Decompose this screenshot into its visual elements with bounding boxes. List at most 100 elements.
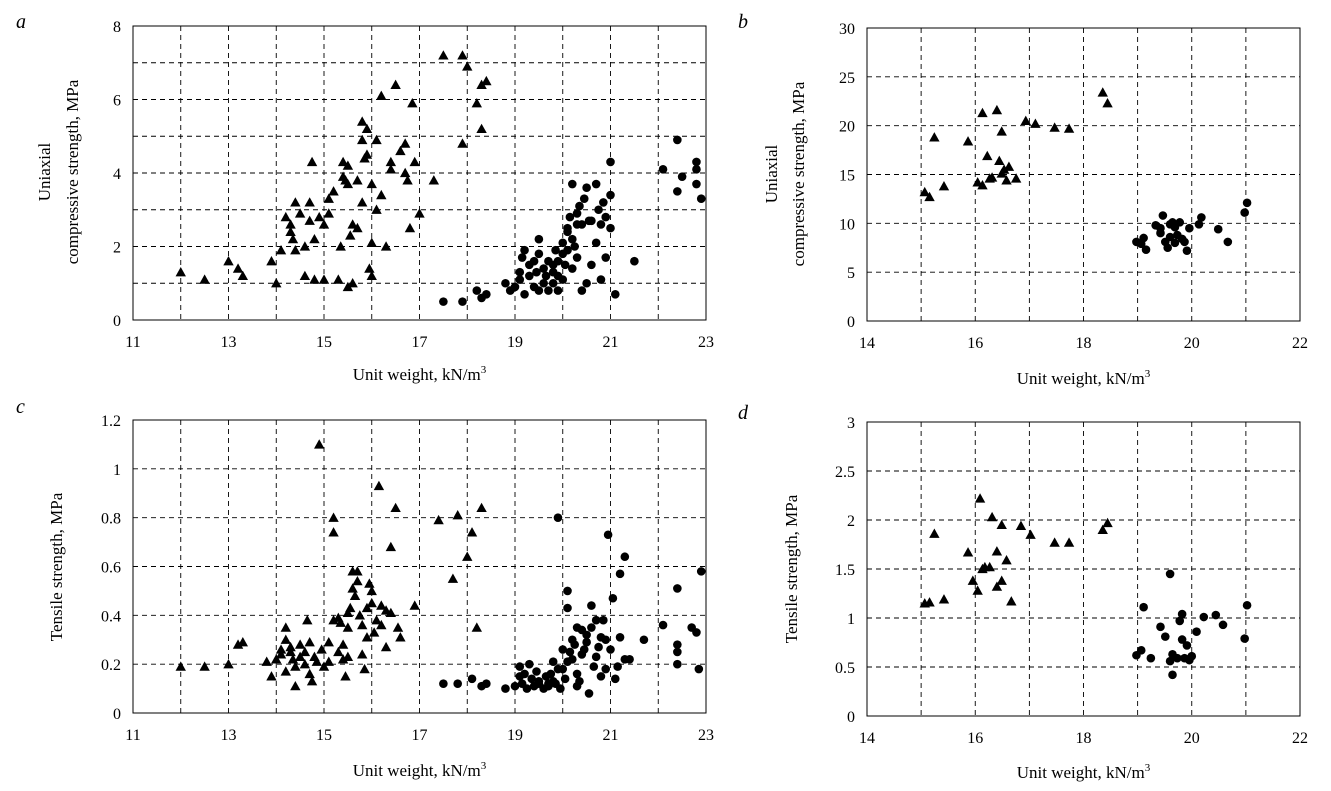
triangle-point <box>471 622 482 632</box>
y-tick-label: 3 <box>847 415 855 432</box>
circle-point <box>534 286 544 295</box>
x-tick-label: 19 <box>507 334 523 351</box>
triangle-point <box>433 514 444 525</box>
circle-point <box>1146 653 1156 663</box>
triangle-point <box>335 617 346 627</box>
panel-letter: d <box>738 402 749 424</box>
plot-frame <box>866 27 1301 322</box>
circle-point <box>1156 622 1165 632</box>
triangle-point <box>304 215 315 225</box>
circle-point <box>1211 610 1221 620</box>
panel-a: 11 13 15 17 19 21 23 0 2 4 6 8 Unit weight, kN/m3 Uni… <box>16 11 714 384</box>
triangle-point <box>357 197 368 207</box>
triangle-point <box>967 575 979 585</box>
triangle-point <box>357 649 368 659</box>
circle-point <box>1141 245 1151 255</box>
y-tick-label: 0 <box>847 314 855 331</box>
circle-point <box>603 530 613 540</box>
circle-point <box>1185 223 1194 233</box>
circle-point <box>1156 228 1165 238</box>
circle-point <box>591 652 601 662</box>
circle-point <box>501 278 510 288</box>
triangle-point <box>318 219 330 229</box>
circle-point <box>527 674 537 684</box>
circle-point <box>1165 656 1175 666</box>
triangle-point <box>347 278 358 288</box>
circle-point <box>1218 620 1228 630</box>
y-tick-label: 0 <box>113 706 121 723</box>
circle-point <box>1160 632 1170 641</box>
circle-point <box>601 212 611 222</box>
triangle-point <box>271 278 282 288</box>
circle-point <box>501 684 510 693</box>
triangle-point <box>309 233 320 244</box>
circle-point <box>570 640 579 649</box>
circle-point <box>1163 243 1172 253</box>
triangle-point <box>1097 87 1108 97</box>
triangle-point <box>399 167 411 178</box>
triangle-point <box>466 527 478 537</box>
circle-point <box>613 662 622 671</box>
x-tick-label: 14 <box>859 335 875 352</box>
triangle-point <box>452 510 463 520</box>
circle-point <box>596 220 606 229</box>
triangle-point <box>223 658 234 669</box>
triangle-point <box>361 123 373 134</box>
circle-point <box>582 637 591 647</box>
circle-point <box>541 271 551 281</box>
triangle-point <box>285 641 296 652</box>
circle-point <box>1213 224 1223 234</box>
circle-point <box>1170 238 1180 248</box>
x-axis-label-superscript: 3 <box>481 760 487 772</box>
circle-point <box>548 657 558 667</box>
triangle-point <box>337 156 349 167</box>
triangle-point <box>409 600 420 610</box>
circle-point <box>589 662 599 671</box>
plot-frame <box>132 419 707 714</box>
circle-point <box>568 179 577 189</box>
triangle-point <box>1030 118 1041 128</box>
triangle-point <box>996 126 1007 136</box>
triangle-point <box>392 622 404 632</box>
triangle-point <box>938 594 950 604</box>
circle-point <box>563 223 572 233</box>
triangle-point <box>962 547 974 557</box>
triangle-point <box>199 661 210 671</box>
x-tick-label: 20 <box>1184 730 1200 747</box>
plot-frame <box>866 421 1301 717</box>
triangle-point <box>428 175 440 185</box>
triangle-point <box>314 211 325 222</box>
triangle-point <box>390 79 401 89</box>
triangle-point <box>302 615 313 625</box>
triangle-point <box>364 263 375 273</box>
triangle-point <box>328 186 339 196</box>
circle-point <box>570 242 579 251</box>
circle-point <box>1197 213 1206 222</box>
circle-point <box>517 253 527 262</box>
circle-point <box>563 245 572 255</box>
triangle-point <box>366 237 377 247</box>
triangle-point <box>347 219 358 229</box>
circle-point <box>539 278 548 288</box>
triangle-point <box>962 136 974 146</box>
circle-point <box>591 615 601 625</box>
triangle-point <box>342 651 354 662</box>
triangle-point <box>342 178 354 189</box>
triangle-point <box>376 189 387 200</box>
x-tick-label: 18 <box>1076 335 1092 352</box>
triangle-point <box>409 156 420 167</box>
triangle-point <box>271 654 282 664</box>
triangle-point <box>275 649 287 659</box>
triangle-point <box>1049 537 1060 547</box>
circle-point <box>544 286 553 295</box>
circle-point <box>606 645 615 654</box>
circle-point <box>582 278 591 288</box>
triangle-point <box>361 602 373 613</box>
circle-point <box>601 635 611 645</box>
triangle-point <box>285 226 296 236</box>
circle-point <box>1175 218 1185 227</box>
circle-point <box>534 249 544 259</box>
y-tick-label: 2 <box>113 240 121 257</box>
panel-c: 11 13 15 17 19 21 23 0 0.2 0.4 0.6 0.8 1 1.2 Unit weig… <box>16 396 714 780</box>
circle-point <box>696 567 706 576</box>
